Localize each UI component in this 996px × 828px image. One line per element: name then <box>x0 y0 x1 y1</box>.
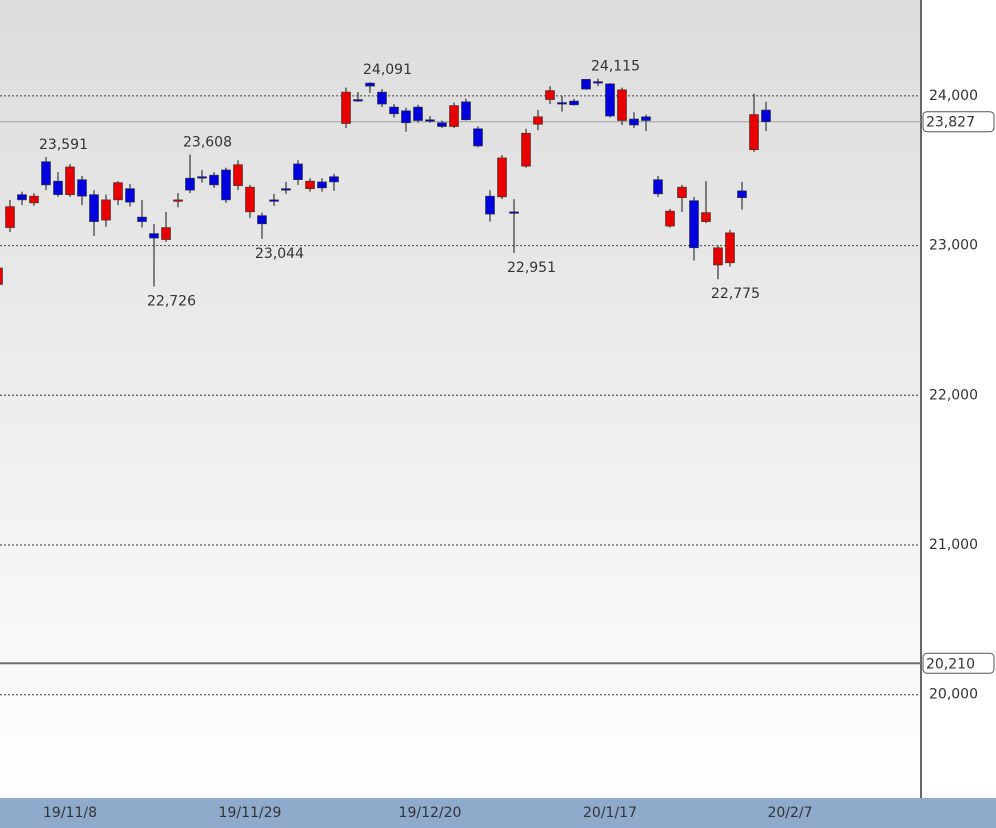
candle-body <box>113 182 123 201</box>
x-tick-label: 19/11/29 <box>219 805 282 821</box>
x-tick-label: 19/11/8 <box>43 805 97 821</box>
candle-body <box>689 200 699 249</box>
candle-body <box>209 174 219 186</box>
extreme-label: 24,091 <box>363 62 412 78</box>
y-tick-label: 20,000 <box>929 687 978 703</box>
candle-body <box>53 180 63 195</box>
extreme-label: 23,608 <box>183 135 232 151</box>
candle-body <box>89 194 99 222</box>
candle-body <box>281 188 291 191</box>
candle-body <box>365 82 375 87</box>
candle-body <box>29 195 39 204</box>
price-tag <box>922 652 995 674</box>
candle-body <box>497 157 507 198</box>
x-axis-band <box>0 798 996 828</box>
extreme-label: 22,775 <box>711 286 760 302</box>
candle-body <box>17 194 27 201</box>
candle-body <box>149 233 159 239</box>
candle-body <box>509 211 519 214</box>
candle-body <box>401 110 411 124</box>
candle-body <box>569 100 579 106</box>
candle-body <box>257 215 267 225</box>
candle-body <box>617 89 627 121</box>
candle-body <box>245 186 255 213</box>
candle-body <box>305 180 315 189</box>
candle-body <box>557 102 567 105</box>
plot-background <box>0 0 921 798</box>
candle-body <box>725 232 735 264</box>
candle-body <box>197 176 207 179</box>
candle-body <box>0 267 3 285</box>
candle-body <box>293 163 303 180</box>
price-tag-label: 23,827 <box>926 115 975 131</box>
candle-body <box>665 210 675 227</box>
candle-body <box>593 81 603 84</box>
candle-body <box>701 212 711 222</box>
candle-body <box>425 119 435 122</box>
candle-body <box>341 91 351 124</box>
candle-body <box>521 132 531 167</box>
candle-body <box>641 116 651 121</box>
candle-body <box>677 186 687 198</box>
candle-body <box>173 199 183 202</box>
candle-body <box>389 106 399 115</box>
extreme-label: 22,951 <box>507 260 556 276</box>
price-tag-label: 20,210 <box>926 656 975 672</box>
candle-body <box>713 247 723 266</box>
candle-body <box>77 179 87 197</box>
candle-body <box>413 106 423 121</box>
y-tick-label: 24,000 <box>929 88 978 104</box>
price-tag <box>922 111 995 133</box>
y-tick-label: 21,000 <box>929 537 978 553</box>
x-tick-label: 20/2/7 <box>767 805 812 821</box>
candle-body <box>629 118 639 126</box>
y-tick-label: 22,000 <box>929 387 978 403</box>
candle-body <box>545 90 555 100</box>
candle-body <box>161 227 171 240</box>
candle-body <box>317 181 327 189</box>
candle-body <box>125 188 135 203</box>
extreme-label: 24,115 <box>591 59 640 75</box>
candle-body <box>5 206 15 228</box>
candle-body <box>749 114 759 151</box>
candle-body <box>137 216 147 222</box>
extreme-label: 22,726 <box>147 294 196 310</box>
x-tick-label: 19/12/20 <box>399 805 462 821</box>
candle-body <box>581 79 591 90</box>
candle-body <box>41 161 51 186</box>
candle-body <box>605 83 615 117</box>
extreme-label: 23,044 <box>255 246 304 262</box>
candle-body <box>185 177 195 191</box>
candle-body <box>65 166 75 195</box>
candle-body <box>461 101 471 121</box>
candle-body <box>653 179 663 195</box>
extreme-label: 23,591 <box>39 137 88 153</box>
candle-body <box>353 99 363 102</box>
candle-body <box>221 169 231 201</box>
candle-body <box>233 164 243 186</box>
candle-body <box>761 109 771 123</box>
candle-body <box>269 199 279 202</box>
candle-body <box>377 91 387 105</box>
candle-body <box>485 195 495 215</box>
candle-body <box>473 128 483 147</box>
candle-body <box>101 199 111 221</box>
candle-body <box>449 105 459 127</box>
x-tick-label: 20/1/17 <box>583 805 637 821</box>
candle-body <box>437 122 447 127</box>
y-tick-label: 23,000 <box>929 238 978 254</box>
candle-body <box>329 176 339 183</box>
candle-body <box>533 116 543 125</box>
candle-body <box>737 190 747 198</box>
